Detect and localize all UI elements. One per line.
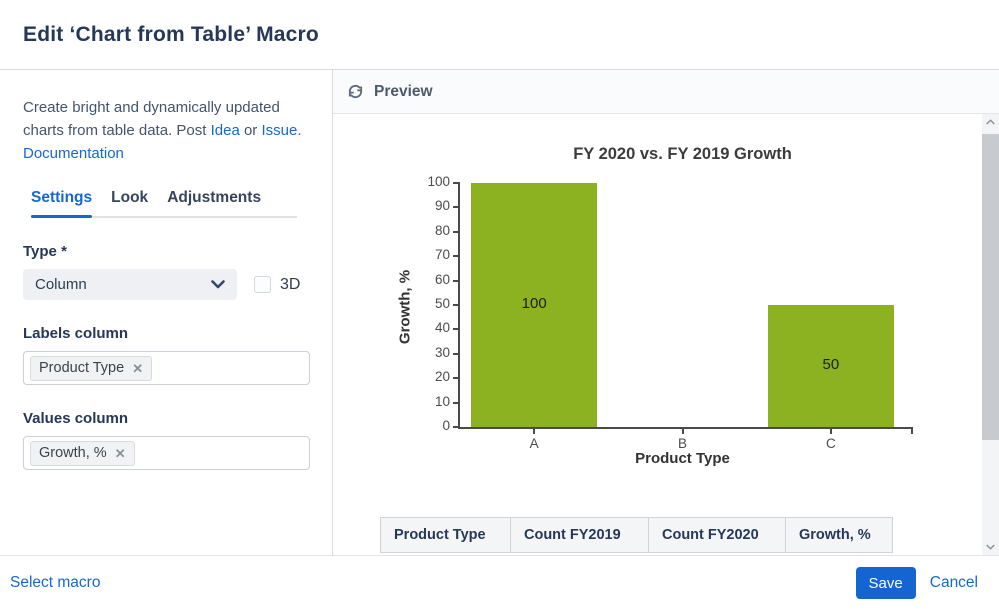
chip-text: Growth, % — [39, 445, 107, 461]
type-select[interactable]: Column — [23, 269, 237, 300]
dialog-footer: Select macro Save Cancel — [0, 555, 999, 610]
x-axis-line — [458, 427, 913, 429]
table-header-cell: Count FY2020 — [648, 517, 786, 553]
y-tick-label: 40 — [434, 320, 450, 336]
description-text: or — [239, 122, 262, 139]
table-header-cell: Count FY2019 — [510, 517, 649, 553]
chevron-down-icon — [211, 280, 225, 289]
type-label: Type * — [23, 243, 67, 260]
y-tick-mark — [453, 279, 460, 282]
y-tick-mark — [453, 377, 460, 380]
dialog-body: Create bright and dynamically updated ch… — [0, 70, 999, 555]
remove-chip-icon[interactable]: ✕ — [132, 360, 144, 376]
type-select-value: Column — [35, 276, 87, 293]
documentation-link[interactable]: Documentation — [23, 145, 124, 162]
chart-preview: FY 2020 vs. FY 2019 Growth Growth, % Pro… — [333, 114, 999, 555]
y-tick-label: 50 — [434, 296, 450, 311]
table-header-cell: Growth, % — [785, 517, 893, 553]
y-tick-label: 20 — [434, 369, 450, 385]
table-header-cell: Product Type — [380, 517, 511, 553]
y-tick-mark — [453, 352, 460, 355]
macro-description: Create bright and dynamically updated ch… — [23, 96, 311, 165]
preview-header: Preview — [333, 70, 999, 114]
x-axis-title: Product Type — [635, 450, 730, 467]
save-button[interactable]: Save — [855, 567, 916, 599]
bar-value-label: 100 — [521, 295, 547, 312]
y-tick-mark — [453, 230, 460, 233]
values-column-chip: Growth, % ✕ — [30, 440, 135, 466]
tab-adjustments[interactable]: Adjustments — [167, 189, 262, 206]
preview-title: Preview — [374, 82, 433, 100]
tab-bar: Settings Look Adjustments — [31, 189, 297, 218]
y-tick-label: 80 — [434, 222, 450, 238]
issue-link[interactable]: Issue — [261, 122, 298, 139]
labels-column-input[interactable]: Product Type ✕ — [23, 351, 310, 385]
y-tick-label: 30 — [434, 344, 450, 360]
scrollbar-up-icon[interactable] — [982, 114, 999, 130]
tab-settings[interactable]: Settings — [31, 189, 93, 218]
preview-panel: Preview FY 2020 vs. FY 2019 Growth Growt… — [333, 70, 999, 555]
type-row: Column 3D — [23, 269, 309, 300]
scrollbar-down-icon[interactable] — [982, 539, 999, 555]
bar-C — [767, 305, 894, 427]
y-tick-label: 100 — [427, 174, 450, 189]
3d-option: 3D — [254, 276, 300, 294]
idea-link[interactable]: Idea — [210, 122, 240, 139]
y-tick-label: 90 — [434, 198, 450, 214]
y-tick-mark — [453, 206, 460, 209]
3d-checkbox[interactable] — [254, 276, 271, 293]
preview-scrollbar[interactable] — [982, 114, 999, 555]
x-tick-mark — [533, 429, 536, 434]
chip-text: Product Type — [39, 360, 125, 376]
bar-chart: FY 2020 vs. FY 2019 Growth Growth, % Pro… — [333, 114, 999, 555]
x-axis-end-tick — [911, 429, 913, 434]
description-text: Create bright and dynamically updated ch… — [23, 99, 280, 139]
x-tick-label: B — [677, 436, 687, 451]
bar-A — [471, 183, 598, 427]
x-tick-mark — [829, 429, 832, 434]
values-column-input[interactable]: Growth, % ✕ — [23, 436, 310, 470]
bar-value-label: 50 — [822, 356, 840, 373]
labels-column-label: Labels column — [23, 325, 129, 342]
cancel-link[interactable]: Cancel — [929, 574, 978, 591]
3d-checkbox-label: 3D — [280, 275, 301, 293]
y-tick-label: 60 — [434, 271, 450, 287]
chart-title: FY 2020 vs. FY 2019 Growth — [573, 145, 792, 163]
settings-panel: Create bright and dynamically updated ch… — [0, 70, 333, 555]
description-text: . — [297, 122, 302, 139]
dialog-header: Edit ‘Chart from Table’ Macro — [0, 0, 999, 70]
y-tick-mark — [453, 255, 460, 258]
tab-look[interactable]: Look — [111, 189, 149, 206]
y-tick-mark — [453, 304, 460, 306]
y-tick-label: 70 — [434, 247, 450, 263]
remove-chip-icon[interactable]: ✕ — [114, 445, 126, 461]
labels-column-chip: Product Type ✕ — [30, 355, 153, 381]
y-tick-mark — [453, 182, 460, 184]
x-tick-mark — [681, 429, 684, 434]
y-axis-title: Growth, % — [396, 269, 414, 345]
select-macro-link[interactable]: Select macro — [10, 574, 101, 591]
y-tick-label: 10 — [434, 393, 450, 409]
x-tick-label: C — [825, 436, 836, 451]
x-tick-label: A — [529, 436, 539, 451]
values-column-label: Values column — [23, 410, 129, 427]
refresh-icon[interactable] — [347, 83, 364, 100]
y-tick-label: 0 — [442, 418, 450, 433]
table-header-row: Product Type Count FY2019 Count FY2020 G… — [380, 517, 893, 553]
y-tick-mark — [453, 401, 460, 404]
source-table: Product Type Count FY2019 Count FY2020 G… — [380, 517, 893, 553]
page-title: Edit ‘Chart from Table’ Macro — [23, 22, 319, 46]
y-tick-mark — [453, 426, 460, 428]
y-axis-line — [458, 182, 460, 429]
y-tick-mark — [453, 328, 460, 331]
scrollbar-thumb[interactable] — [982, 134, 999, 440]
